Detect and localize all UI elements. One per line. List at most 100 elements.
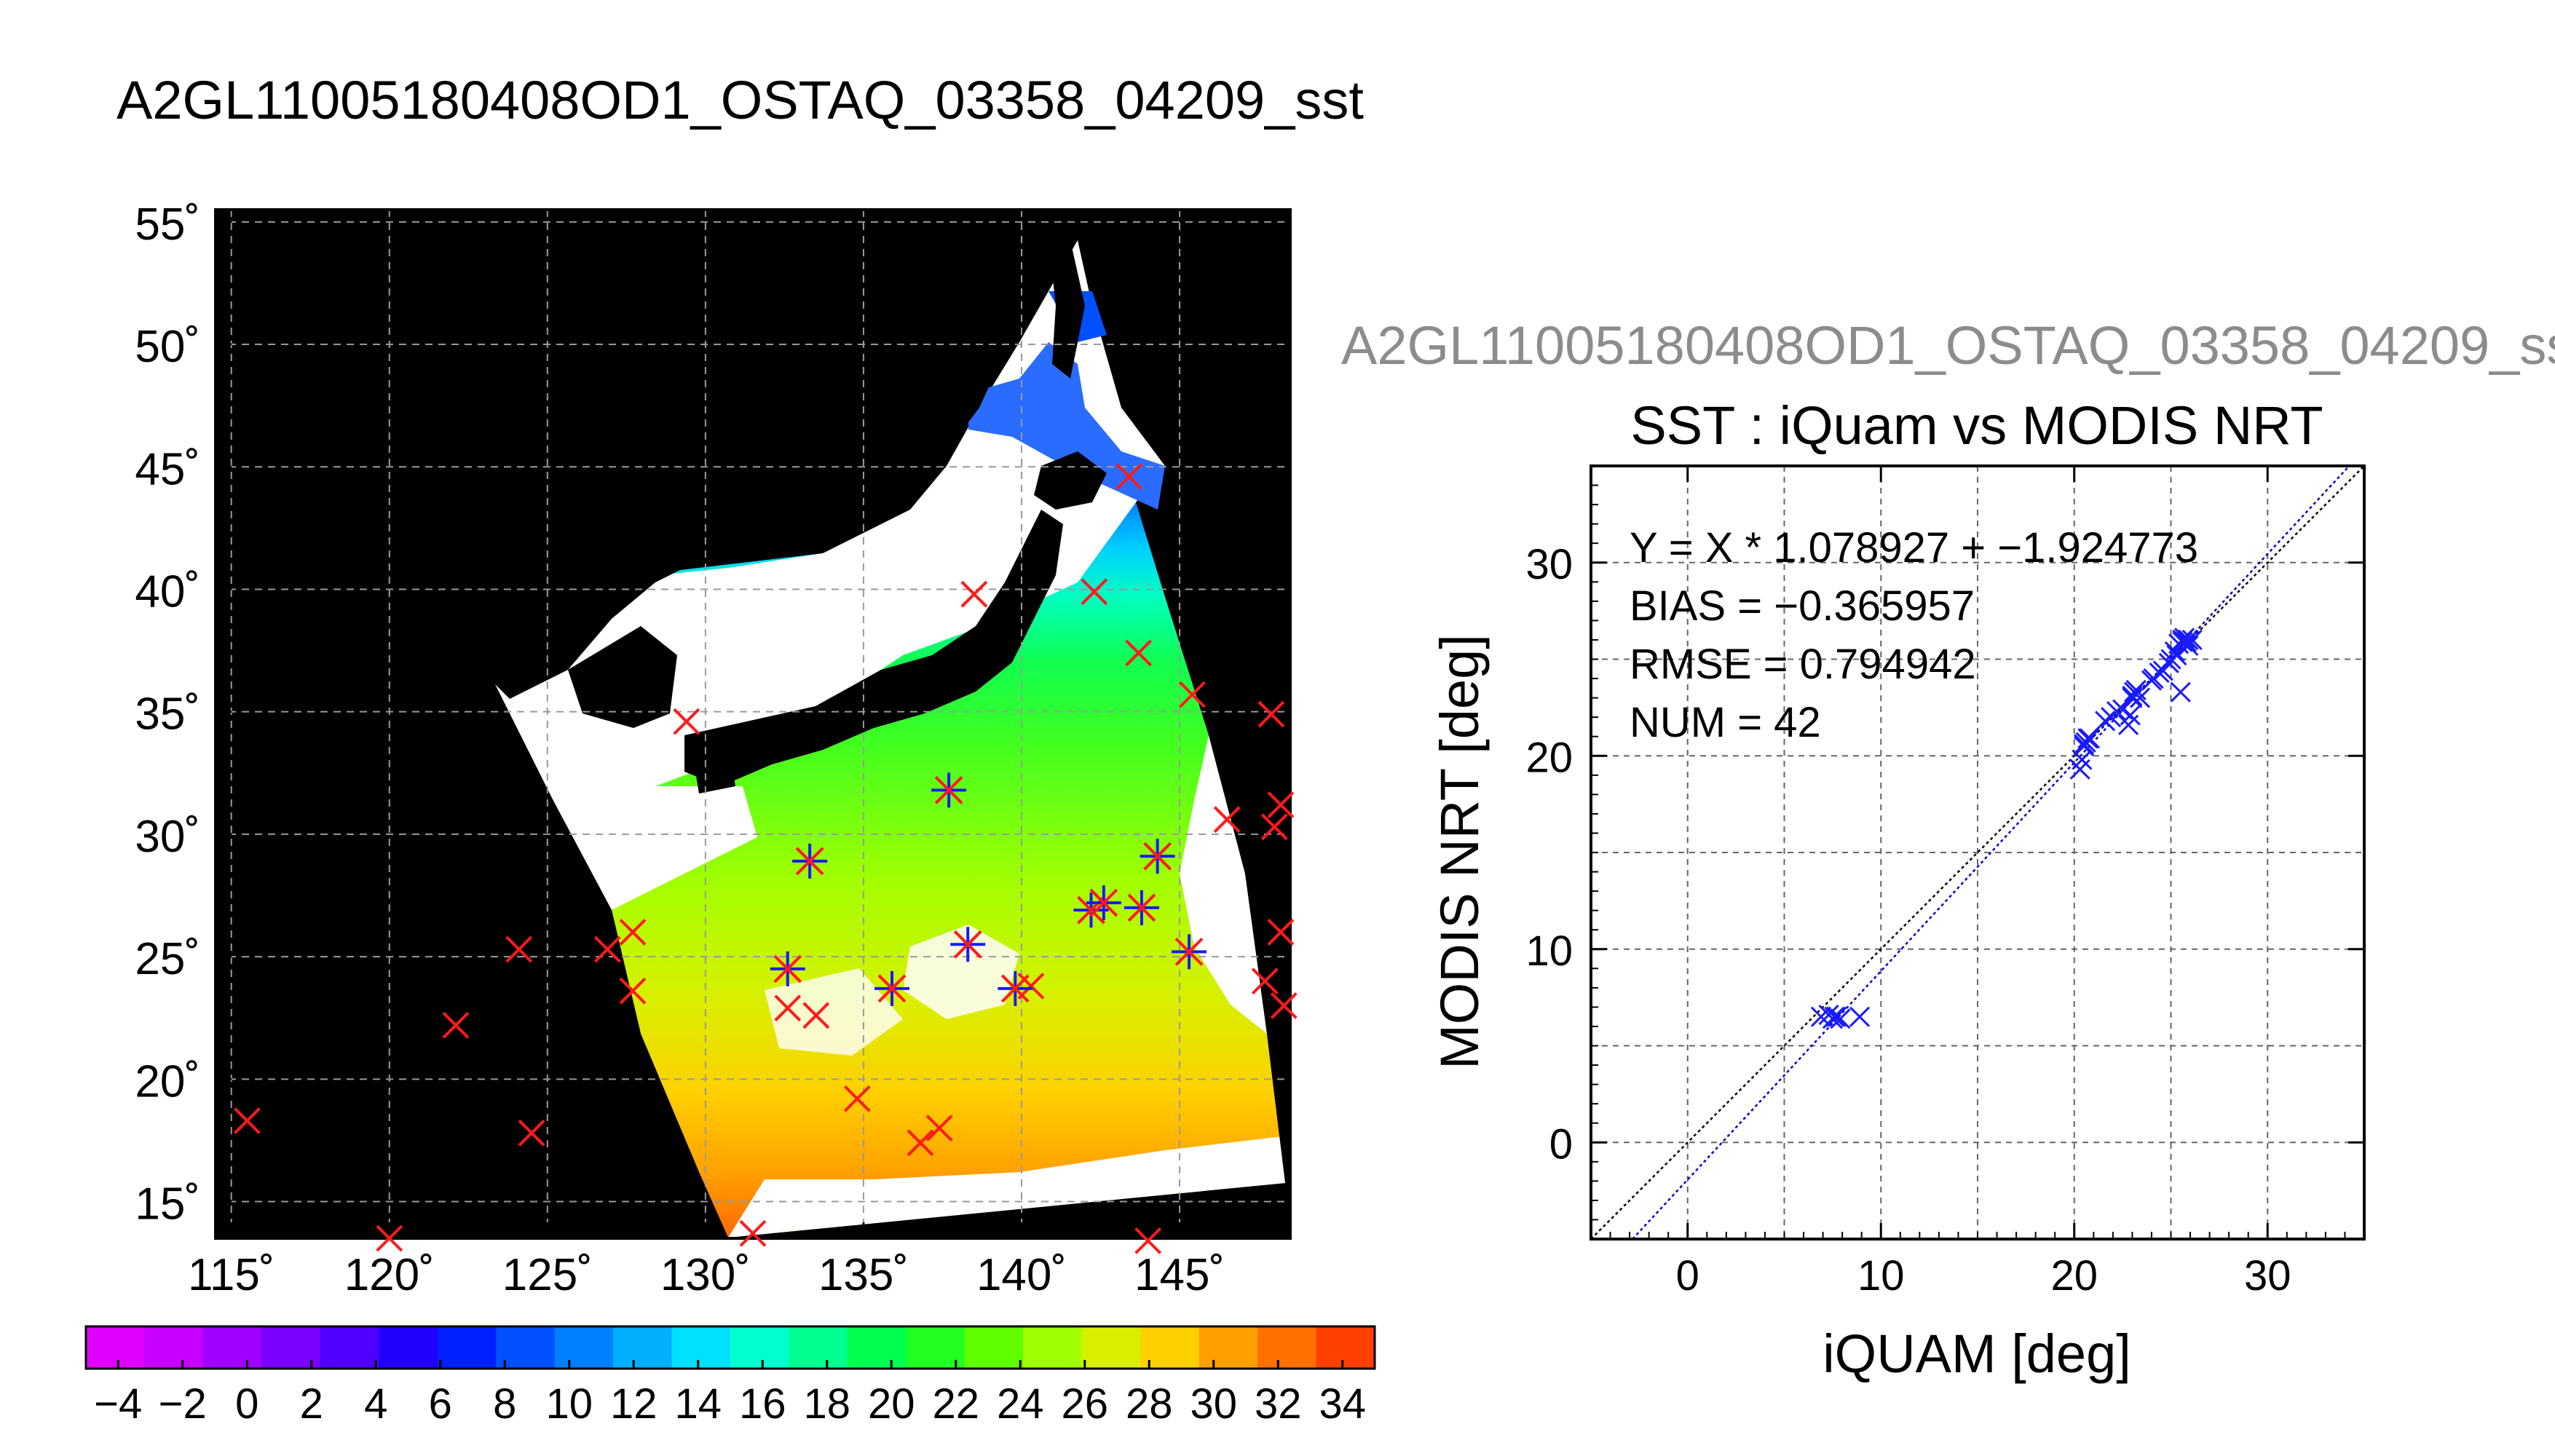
colorbar-segment	[730, 1326, 790, 1369]
colorbar-tick-label: 20	[868, 1380, 915, 1428]
insitu-marker	[1267, 919, 1295, 946]
scatter-point	[2141, 670, 2163, 691]
map-lon-tick-label: 125˚	[502, 1250, 593, 1300]
scatter-point	[2166, 645, 2187, 666]
scatter-point	[2176, 631, 2197, 652]
colorbar-segment	[964, 1326, 1024, 1369]
scatter-point	[2152, 660, 2173, 681]
map-lon-tick-label: 140˚	[976, 1250, 1067, 1300]
insitu-marker	[802, 1002, 830, 1029]
map-lon-tick-label: 120˚	[344, 1250, 435, 1300]
scatter-point	[1830, 1008, 1851, 1029]
scatter-points	[1810, 628, 2203, 1029]
insitu-marker	[1134, 1227, 1162, 1254]
insitu-marker	[907, 1129, 934, 1157]
insitu-marker	[1270, 992, 1298, 1019]
map-markers	[233, 463, 1298, 1254]
colorbar-tick-label: 0	[235, 1380, 258, 1428]
colorbar-tick-label: 14	[674, 1380, 722, 1428]
colorbar-segment	[1198, 1326, 1258, 1369]
cloud-mask-east	[1180, 735, 1267, 1034]
outside-swath-east	[1078, 210, 1290, 1238]
colorbar-segment	[1081, 1326, 1141, 1369]
map-frame	[214, 208, 1292, 1240]
scatter-annotations: Y = X * 1.078927 + −1.924773 BIAS = −0.36…	[1630, 524, 2198, 746]
colorbar-segment	[86, 1326, 146, 1369]
scatter-point	[2129, 687, 2151, 708]
colorbar-tick-label: 22	[932, 1380, 979, 1428]
cloud-patch-central	[903, 925, 1019, 1019]
map-lat-tick-label: 50˚	[135, 322, 200, 372]
scatter-file-title: A2GL11005180408OD1_OSTAQ_03358_04209_sst	[1341, 315, 2555, 376]
map-lat-tick-label: 20˚	[135, 1056, 200, 1107]
scatter-point	[2170, 681, 2191, 703]
scatter-xlabel: iQUAM [deg]	[1823, 1324, 2131, 1384]
colorbar-segment	[671, 1326, 731, 1369]
colorbar-segment	[202, 1326, 262, 1369]
regression-line	[1632, 465, 2350, 1240]
insitu-marker	[1251, 968, 1279, 995]
insitu-marker	[774, 994, 802, 1022]
colorbar-tick-label: −2	[159, 1380, 207, 1428]
land-asia-mainland	[216, 210, 1078, 699]
scatter-lines	[1590, 465, 2365, 1240]
matchup-marker	[795, 847, 824, 876]
map-lat-tick-label: 25˚	[135, 934, 200, 984]
scatter-point	[1824, 1006, 1845, 1027]
colorbar-tick-label: 18	[803, 1380, 850, 1428]
scatter-x-tick-label: 0	[1676, 1252, 1699, 1299]
insitu-marker	[1213, 806, 1241, 834]
matchup-marker	[934, 775, 963, 804]
scatter-ylabel: MODIS NRT [deg]	[1429, 634, 1490, 1069]
colorbar-tick-label: 12	[610, 1380, 657, 1428]
colorbar-segment	[1316, 1326, 1375, 1369]
matchup-marker	[953, 930, 982, 959]
scatter-annotation: NUM = 42	[1630, 699, 1821, 746]
scatter-x-tick-label: 30	[2244, 1252, 2291, 1299]
colorbar-segment	[379, 1326, 438, 1369]
identity-line	[1590, 465, 2365, 1240]
scatter-y-tick-label: 20	[1525, 734, 1573, 781]
map-title: A2GL11005180408OD1_OSTAQ_03358_04209_sst	[117, 70, 1364, 130]
scatter-point	[2174, 628, 2195, 649]
insitu-marker	[1260, 813, 1288, 841]
colorbar-tick-label: 8	[493, 1380, 516, 1428]
map-lat-tick-label: 35˚	[135, 689, 200, 740]
land-hokkaido	[1034, 451, 1107, 510]
okhotsk-cold-water	[968, 342, 1165, 510]
insitu-marker	[593, 935, 621, 963]
scatter-gridlines	[1591, 466, 2364, 1239]
colorbar-tick-label: 34	[1319, 1380, 1366, 1428]
matchup-marker	[1127, 893, 1156, 922]
colorbar-tick-label: 28	[1126, 1380, 1173, 1428]
colorbar-tick-label: 32	[1255, 1380, 1302, 1428]
scatter-point	[2120, 705, 2141, 726]
map-lon-tick-label: 145˚	[1134, 1250, 1225, 1300]
map-gridlines	[216, 210, 1290, 1238]
insitu-marker	[843, 1085, 871, 1112]
scatter-point	[1849, 1006, 1871, 1027]
colorbar-segment	[1257, 1326, 1317, 1369]
scatter-point	[2172, 631, 2193, 652]
scatter-tick-labels: 0 10 20 30 0 10 20 30	[1525, 465, 2365, 1299]
insitu-marker	[673, 708, 700, 735]
map-lon-tick-label: 115˚	[188, 1250, 275, 1300]
colorbar-frame	[84, 1325, 1376, 1370]
colorbar-segment	[847, 1326, 907, 1369]
colorbar-tick-label: 6	[429, 1380, 452, 1428]
colorbar-segment	[613, 1326, 673, 1369]
insitu-marker	[233, 1107, 261, 1134]
scatter-point	[2077, 728, 2098, 749]
colorbar-tick-label: 30	[1190, 1380, 1237, 1428]
insitu-marker	[619, 977, 647, 1005]
map-lat-tick-label: 45˚	[135, 444, 200, 494]
scatter-point	[2095, 711, 2116, 732]
scatter-point	[2112, 699, 2133, 720]
scatter-title: SST : iQuam vs MODIS NRT	[1630, 395, 2323, 456]
insitu-marker	[1081, 578, 1108, 606]
map-lon-tick-label: 135˚	[818, 1250, 909, 1300]
insitu-marker	[1125, 639, 1153, 667]
colorbar-tick-label: 10	[545, 1380, 593, 1428]
map-lat-tick-label: 55˚	[135, 199, 200, 250]
